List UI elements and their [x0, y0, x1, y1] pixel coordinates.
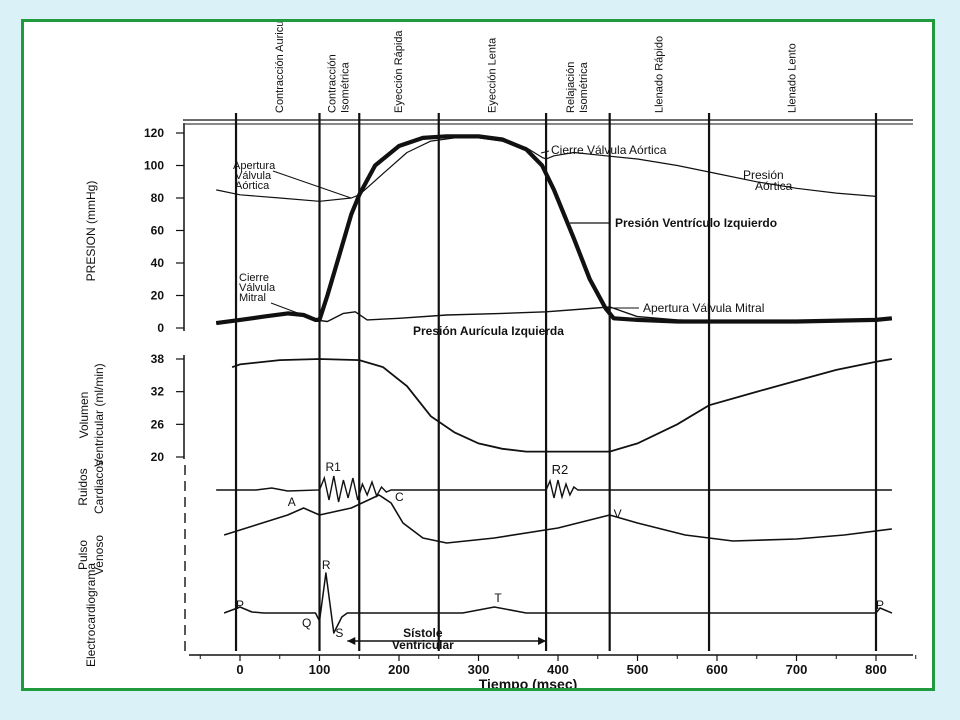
ecg-label-s: S	[335, 626, 343, 640]
phase-label: Eyección Lenta	[486, 37, 498, 113]
phase-label: Isométrica	[578, 61, 590, 113]
annot-presion-vi: Presión Ventrículo Izquierdo	[615, 216, 777, 230]
y-axis-label: Electrocardiograma	[84, 563, 98, 667]
phase-label: Contracción Auricular	[274, 22, 286, 113]
annot-presion-ai: Presión Aurícula Izquierda	[413, 324, 564, 338]
annot-apertura-aortica: Apertura	[233, 160, 276, 172]
annot-cierre-mitral: Válvula	[239, 282, 276, 294]
x-axis-label: Tiempo (msec)	[479, 676, 578, 688]
phase-label: Isométrica	[339, 61, 351, 113]
x-tick-label: 400	[547, 662, 569, 677]
annot-presion-aortica: Presión	[743, 168, 784, 182]
y-tick-label: 32	[151, 385, 165, 399]
annot-apertura-aortica: Válvula	[235, 170, 272, 182]
y-axis-label: Ruidos	[76, 468, 90, 505]
annot-apertura-aortica: Aórtica	[235, 180, 270, 192]
arrow-head	[538, 637, 547, 645]
y-tick-label: 80	[151, 191, 165, 205]
arrow-head	[347, 637, 356, 645]
sound-label-r1: R1	[326, 460, 342, 474]
x-tick-label: 600	[706, 662, 728, 677]
cardiac-cycle-chart: Contracción Auricular Contracción Isométri…	[76, 22, 917, 688]
y-tick-label: 60	[151, 224, 165, 238]
phase-label: Llenado Lento	[787, 43, 799, 113]
annot-presion-aortica: Aórtica	[755, 179, 793, 193]
y-tick-label: 20	[151, 289, 165, 303]
systole-label: Ventricular	[392, 638, 454, 652]
x-tick-label: 700	[786, 662, 808, 677]
annot-leader	[270, 302, 312, 319]
systole-label: Sístole	[403, 626, 443, 640]
annot-leader	[272, 170, 352, 199]
x-tick-label: 300	[468, 662, 490, 677]
phase-label: Contracción	[326, 54, 338, 113]
annot-cierre-mitral: Mitral	[239, 292, 266, 304]
y-axis-label: Cardiacos	[92, 460, 106, 514]
x-tick-label: 800	[865, 662, 887, 677]
x-tick-label: 500	[627, 662, 649, 677]
ecg-label-r: R	[322, 558, 331, 572]
venous-label-c: C	[395, 490, 404, 504]
venous-pulse-trace	[223, 494, 892, 544]
y-axis-label: Venoso	[92, 535, 106, 575]
y-axis-label: PRESION (mmHg)	[84, 181, 98, 282]
x-tick-label: 200	[388, 662, 410, 677]
pressure-series-line	[215, 134, 893, 326]
y-axis-label: Pulso	[76, 540, 90, 570]
annot-leader	[540, 150, 550, 154]
annot-apertura-mitral: Apertura Válvula Mitral	[643, 301, 764, 315]
y-tick-label: 26	[151, 417, 165, 431]
heart-sound-trace	[216, 475, 892, 503]
y-tick-label: 100	[144, 159, 164, 173]
y-axis-label: Volumen	[77, 392, 91, 439]
y-tick-label: 38	[151, 352, 165, 366]
venous-label-a: A	[288, 495, 296, 509]
venous-label-v: V	[614, 507, 622, 521]
slide-frame: Contracción Auricular Contracción Isométri…	[21, 19, 935, 691]
phase-label: Eyección Rápida	[393, 30, 405, 113]
x-tick-label: 0	[236, 662, 243, 677]
pressure-series-line	[216, 306, 892, 324]
ecg-label-p2: P	[876, 598, 884, 612]
y-tick-label: 20	[151, 450, 165, 464]
annot-cierre-aortica: Cierre Válvula Aórtica	[551, 143, 667, 157]
ecg-label-p: P	[236, 598, 244, 612]
y-tick-label: 40	[151, 256, 165, 270]
x-tick-label: 100	[309, 662, 331, 677]
annot-cierre-mitral: Cierre	[239, 272, 269, 284]
ecg-label-q: Q	[302, 616, 311, 630]
volume-series-line	[231, 358, 893, 453]
ecg-trace	[223, 572, 893, 634]
phase-label: Llenado Rápido	[653, 36, 665, 113]
y-tick-label: 0	[157, 321, 164, 335]
y-tick-label: 120	[144, 126, 164, 140]
sound-label-r2: R2	[552, 462, 569, 477]
ecg-label-t: T	[494, 591, 502, 605]
phase-label: Relajación	[565, 62, 577, 113]
y-axis-label: Ventricular (ml/min)	[92, 363, 106, 466]
